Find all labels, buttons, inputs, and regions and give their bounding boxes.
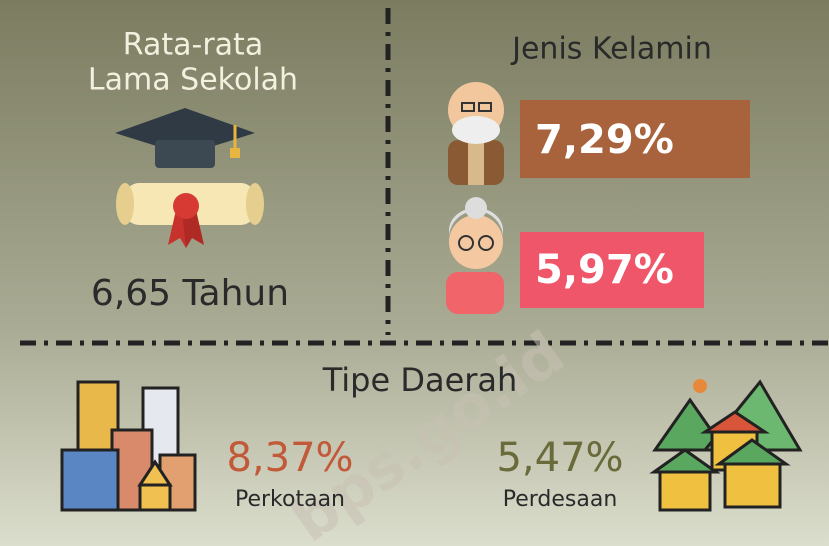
male-value: 7,29% [535, 117, 674, 163]
female-value: 5,97% [535, 247, 674, 293]
region-title: Tipe Daerah [322, 361, 518, 399]
education-value: 6,65 Tahun [91, 273, 289, 314]
education-title: Rata-rata [123, 28, 263, 63]
infographic: bps.go.id Rata-rata Lama Sekolah 6,65 Ta… [0, 0, 829, 546]
urban-label: Perkotaan [235, 487, 345, 512]
rural-value: 5,47% [496, 435, 623, 481]
male-icon [448, 82, 504, 185]
gender-title: Jenis Kelamin [510, 32, 712, 67]
page: bps.go.id Rata-rata Lama Sekolah 6,65 Ta… [0, 0, 829, 546]
education-title: Lama Sekolah [88, 63, 298, 98]
urban-value: 8,37% [226, 435, 353, 481]
rural-label: Perdesaan [503, 487, 618, 512]
